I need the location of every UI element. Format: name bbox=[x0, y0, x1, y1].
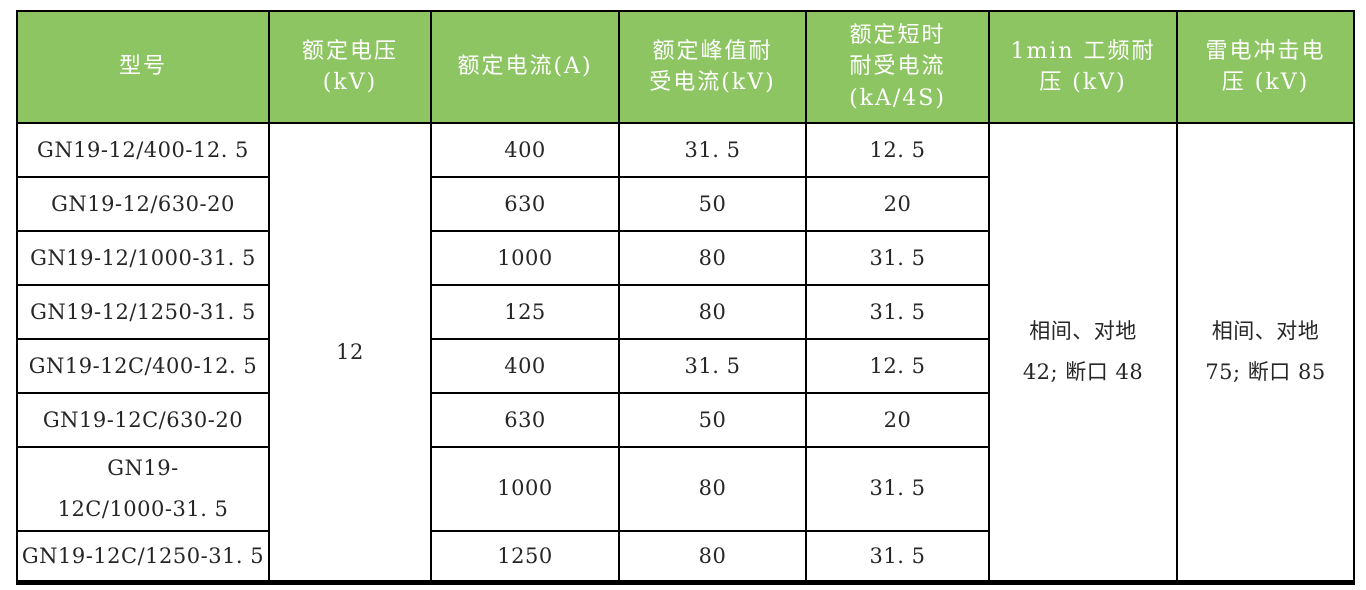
cell-model: GN19-12C/400-12. 5 bbox=[16, 338, 270, 394]
cell-model: GN19-12/630-20 bbox=[16, 176, 270, 232]
cell-lightning-impulse: 相间、对地 75; 断口 85 bbox=[1176, 122, 1355, 584]
cell-short-time: 12. 5 bbox=[805, 338, 990, 394]
cell-power-freq-withstand: 相间、对地 42; 断口 48 bbox=[988, 122, 1178, 584]
table-row: GN19-12/400-12. 5 12 400 31. 5 12. 5 相间、… bbox=[16, 122, 1355, 584]
cell-rated-current: 400 bbox=[430, 338, 620, 394]
cell-rated-current: 630 bbox=[430, 392, 620, 448]
col-header-power-freq: 1min 工频耐 压 (kV) bbox=[988, 10, 1178, 124]
cell-model: GN19-12/1250-31. 5 bbox=[16, 284, 270, 340]
cell-rated-current: 400 bbox=[430, 122, 620, 178]
header-row: 型号 额定电压 (kV) 额定电流(A) 额定峰值耐 受电流(kV) 额定短时 … bbox=[16, 10, 1355, 124]
cell-short-time: 31. 5 bbox=[805, 230, 990, 286]
cell-model: GN19-12C/630-20 bbox=[16, 392, 270, 448]
col-header-rated-voltage: 额定电压 (kV) bbox=[268, 10, 432, 124]
cell-short-time: 31. 5 bbox=[805, 446, 990, 532]
cell-model: GN19- 12C/1000-31. 5 bbox=[16, 446, 270, 532]
col-header-lightning: 雷电冲击电 压 (kV) bbox=[1176, 10, 1355, 124]
cell-short-time: 12. 5 bbox=[805, 122, 990, 178]
table-row: GN19-12/630-20 630 50 20 bbox=[16, 176, 1354, 232]
spec-table: 型号 额定电压 (kV) 额定电流(A) 额定峰值耐 受电流(kV) 额定短时 … bbox=[16, 10, 1355, 586]
cell-rated-current: 1000 bbox=[430, 446, 620, 532]
cell-rated-current: 125 bbox=[430, 284, 620, 340]
table-row: GN19-12C/1250-31. 5 1250 80 31. 5 bbox=[16, 529, 1354, 584]
cell-short-time: 31. 5 bbox=[805, 284, 990, 340]
cell-peak-current: 80 bbox=[618, 529, 807, 584]
col-header-model: 型号 bbox=[16, 10, 270, 124]
cell-peak-current: 80 bbox=[618, 446, 807, 532]
table-row: GN19-12C/630-20 630 50 20 bbox=[16, 392, 1354, 448]
cell-short-time: 20 bbox=[805, 176, 990, 232]
table-row: GN19-12/1250-31. 5 125 80 31. 5 bbox=[16, 284, 1354, 340]
cell-peak-current: 80 bbox=[618, 230, 807, 286]
col-header-short-time: 额定短时 耐受电流 (kA/4S) bbox=[805, 10, 990, 124]
cell-model: GN19-12/400-12. 5 bbox=[16, 122, 270, 178]
cell-short-time: 20 bbox=[805, 392, 990, 448]
cell-peak-current: 31. 5 bbox=[618, 122, 807, 178]
col-header-rated-current: 额定电流(A) bbox=[430, 10, 620, 124]
cell-peak-current: 50 bbox=[618, 392, 807, 448]
table-row: GN19-12/1000-31. 5 1000 80 31. 5 bbox=[16, 230, 1354, 286]
col-header-peak-withstand: 额定峰值耐 受电流(kV) bbox=[618, 10, 807, 124]
cell-model: GN19-12/1000-31. 5 bbox=[16, 230, 270, 286]
cell-peak-current: 80 bbox=[618, 284, 807, 340]
cell-peak-current: 50 bbox=[618, 176, 807, 232]
cell-rated-current: 1000 bbox=[430, 230, 620, 286]
cell-model: GN19-12C/1250-31. 5 bbox=[16, 529, 270, 584]
cell-peak-current: 31. 5 bbox=[618, 338, 807, 394]
cell-rated-voltage: 12 bbox=[268, 122, 432, 584]
cell-rated-current: 1250 bbox=[430, 529, 620, 584]
table-row: GN19-12C/400-12. 5 400 31. 5 12. 5 bbox=[16, 338, 1354, 394]
table-row: GN19- 12C/1000-31. 5 1000 80 31. 5 bbox=[16, 446, 1354, 532]
cell-short-time: 31. 5 bbox=[805, 529, 990, 584]
cell-rated-current: 630 bbox=[430, 176, 620, 232]
